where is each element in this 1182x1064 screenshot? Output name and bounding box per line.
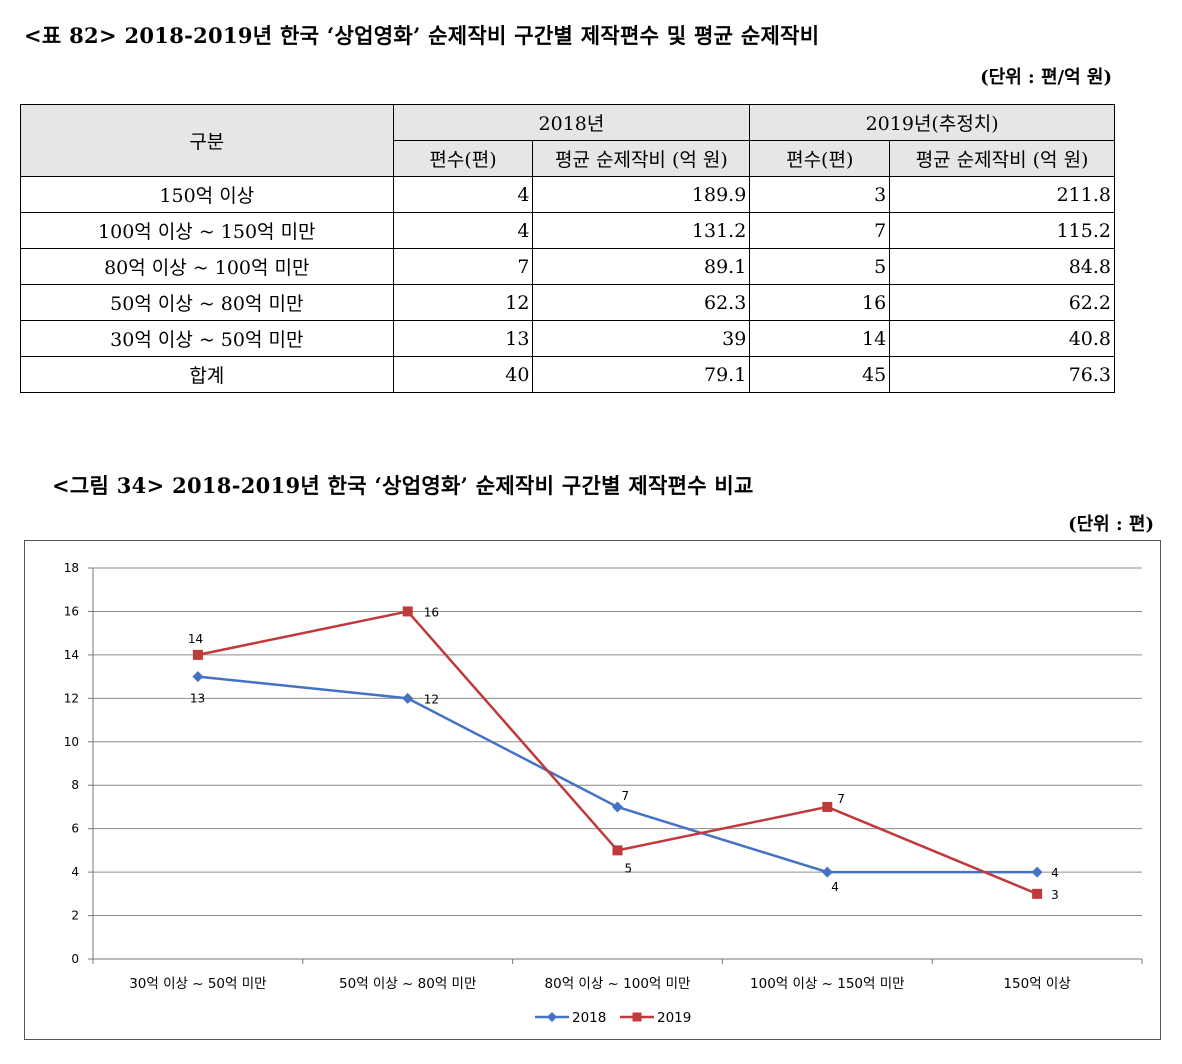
point-2018	[821, 866, 833, 878]
point-2019	[402, 606, 413, 617]
data-label-2018: 7	[622, 789, 630, 803]
data-label-2019: 14	[188, 632, 203, 646]
point-2019	[822, 801, 833, 812]
point-2019	[612, 845, 623, 856]
data-label-2018: 4	[831, 880, 839, 894]
avg-2018: 89.1	[532, 248, 751, 285]
table-header-row: 구분 2018년 2019년(추정치)	[20, 104, 1115, 177]
y-tick-label: 8	[71, 778, 79, 792]
row-label: 30억 이상 ~ 50억 미만	[20, 320, 394, 357]
data-label-2019: 16	[424, 605, 439, 619]
header-category: 구분	[20, 104, 394, 177]
point-2018	[402, 692, 414, 704]
data-label-2019: 3	[1051, 888, 1059, 902]
data-label-2018: 4	[1051, 866, 1059, 880]
count-2018: 12	[392, 284, 534, 321]
table-unit: (단위 : 편/억 원)	[980, 67, 1112, 88]
avg-2018: 131.2	[532, 212, 751, 249]
point-2018	[1031, 866, 1043, 878]
avg-2018: 62.3	[532, 284, 751, 321]
x-tick-label: 50억 이상 ~ 80억 미만	[339, 976, 476, 992]
table-title: <표 82> 2018-2019년 한국 ‘상업영화’ 순제작비 구간별 제작편…	[24, 23, 820, 48]
avg-2018: 79.1	[532, 356, 751, 393]
count-2018: 4	[392, 176, 534, 213]
row-label: 150억 이상	[20, 176, 394, 213]
chart-svg: 0 2 4 6 8 10 12 14 16 18 30억 이상 ~ 50억 미만 50억 이상 ~ 8…	[64, 561, 1143, 1026]
legend-label-2018: 2018	[572, 1010, 606, 1026]
x-tick-label: 30억 이상 ~ 50억 미만	[129, 976, 266, 992]
figure-title: <그림 34> 2018-2019년 한국 ‘상업영화’ 순제작비 구간별 제작…	[52, 473, 754, 498]
data-label-2019: 5	[625, 861, 633, 875]
table-row: 30억 이상 ~ 50억 미만 13 39 14 40.8	[20, 320, 1115, 357]
count-2019: 3	[749, 176, 891, 213]
header-2019: 2019년(추정치)	[749, 104, 1115, 141]
row-label: 50억 이상 ~ 80억 미만	[20, 284, 394, 321]
row-label: 합계	[20, 356, 394, 393]
legend-label-2019: 2019	[657, 1010, 691, 1026]
x-tick-label: 150억 이상	[1003, 976, 1070, 992]
table-row: 100억 이상 ~ 150억 미만 4 131.2 7 115.2	[20, 212, 1115, 249]
avg-2019: 40.8	[889, 320, 1115, 357]
count-2019: 14	[749, 320, 891, 357]
header-2018: 2018년	[392, 104, 751, 141]
count-2018: 13	[392, 320, 534, 357]
point-2018	[192, 671, 204, 683]
table-total-row: 합계 40 79.1 45 76.3	[20, 356, 1115, 393]
count-2019: 16	[749, 284, 891, 321]
y-tick-label: 18	[64, 561, 79, 575]
avg-2019: 62.2	[889, 284, 1115, 321]
line-chart: 0 2 4 6 8 10 12 14 16 18 30억 이상 ~ 50억 미만 50억 이상 ~ 8…	[24, 540, 1161, 1040]
count-2018: 4	[392, 212, 534, 249]
avg-2018: 189.9	[532, 176, 751, 213]
legend-marker-2019	[632, 1012, 642, 1022]
avg-2019: 115.2	[889, 212, 1115, 249]
avg-2019: 211.8	[889, 176, 1115, 213]
data-label-2019: 7	[837, 792, 845, 806]
y-tick-label: 2	[71, 909, 79, 923]
point-2019	[1032, 888, 1043, 899]
y-tick-label: 10	[64, 735, 79, 749]
table-row: 80억 이상 ~ 100억 미만 7 89.1 5 84.8	[20, 248, 1115, 285]
header-count-2019: 편수(편)	[749, 140, 891, 177]
legend-marker-2018	[547, 1012, 557, 1022]
x-tick-label: 100억 이상 ~ 150억 미만	[750, 976, 905, 992]
count-2019: 5	[749, 248, 891, 285]
avg-2019: 76.3	[889, 356, 1115, 393]
table-subheader-row: 편수(편) 평균 순제작비 (억 원) 편수(편) 평균 순제작비 (억 원)	[21, 140, 1115, 177]
header-avg-2019: 평균 순제작비 (억 원)	[889, 140, 1115, 177]
table-row: 150억 이상 4 189.9 3 211.8	[20, 176, 1115, 213]
row-label: 100억 이상 ~ 150억 미만	[20, 212, 394, 249]
avg-2018: 39	[532, 320, 751, 357]
y-tick-label: 4	[71, 865, 79, 879]
avg-2019: 84.8	[889, 248, 1115, 285]
production-table: 구분 2018년 2019년(추정치) 편수(편) 평균 순제작비 (억 원) …	[20, 104, 1115, 393]
table-row: 50억 이상 ~ 80억 미만 12 62.3 16 62.2	[20, 284, 1115, 321]
count-2018: 40	[392, 356, 534, 393]
y-tick-label: 0	[71, 952, 79, 966]
y-tick-label: 12	[64, 691, 79, 705]
header-avg-2018: 평균 순제작비 (억 원)	[532, 140, 751, 177]
figure-unit: (단위 : 편)	[1068, 514, 1154, 535]
y-tick-label: 6	[71, 822, 79, 836]
data-label-2018: 13	[190, 692, 205, 706]
data-label-2018: 12	[424, 692, 439, 706]
row-label: 80억 이상 ~ 100억 미만	[20, 248, 394, 285]
count-2019: 45	[749, 356, 891, 393]
y-tick-label: 16	[64, 604, 79, 618]
count-2018: 7	[392, 248, 534, 285]
count-2019: 7	[749, 212, 891, 249]
point-2018	[612, 801, 623, 813]
x-tick-label: 80억 이상 ~ 100억 미만	[545, 976, 691, 992]
header-count-2018: 편수(편)	[392, 140, 534, 177]
point-2019	[192, 649, 203, 660]
y-tick-label: 14	[64, 648, 79, 662]
